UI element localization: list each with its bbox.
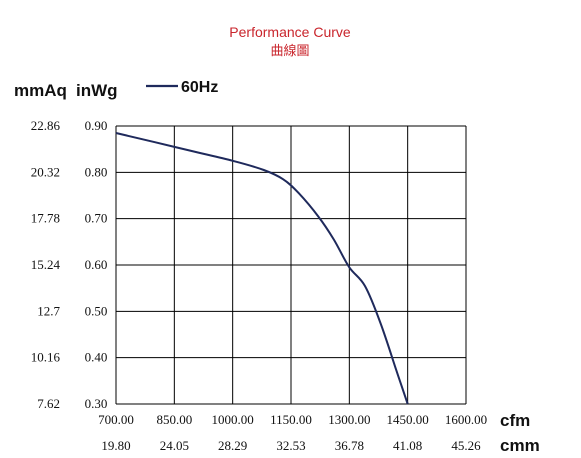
x-tick-label-secondary: 36.78 xyxy=(335,438,364,453)
y-tick-label-secondary: 22.86 xyxy=(31,118,61,133)
y-tick-label: 0.50 xyxy=(85,303,108,318)
x-unit-secondary: cmm xyxy=(500,436,540,455)
series-line-60hz xyxy=(115,132,409,405)
chart-title: Performance Curve xyxy=(229,24,351,40)
y-tick-label-secondary: 7.62 xyxy=(37,396,60,411)
x-unit-primary: cfm xyxy=(500,411,530,430)
grid xyxy=(115,125,467,405)
y-tick-label: 0.30 xyxy=(85,396,108,411)
y-tick-label: 0.70 xyxy=(85,211,108,226)
x-tick-label-secondary: 24.05 xyxy=(160,438,189,453)
y-tick-label-secondary: 17.78 xyxy=(31,211,60,226)
x-tick-label: 850.00 xyxy=(156,412,192,427)
y-tick-label-secondary: 12.7 xyxy=(37,303,60,318)
y-tick-label: 0.90 xyxy=(85,118,108,133)
y-tick-label: 0.40 xyxy=(85,350,108,365)
y-tick-label: 0.60 xyxy=(85,257,108,272)
y-tick-label-secondary: 20.32 xyxy=(31,164,60,179)
x-tick-label-secondary: 41.08 xyxy=(393,438,422,453)
x-tick-label-secondary: 32.53 xyxy=(276,438,305,453)
x-tick-label-secondary: 19.80 xyxy=(101,438,130,453)
x-tick-label: 1300.00 xyxy=(328,412,370,427)
x-tick-label: 1600.00 xyxy=(445,412,487,427)
series xyxy=(115,132,409,405)
y-unit-primary: mmAq xyxy=(14,81,67,100)
x-tick-label-secondary: 45.26 xyxy=(451,438,481,453)
chart-subtitle: 曲線圖 xyxy=(270,43,309,58)
y-unit-secondary: inWg xyxy=(76,81,118,100)
x-tick-label: 1150.00 xyxy=(270,412,312,427)
x-tick-label: 1450.00 xyxy=(387,412,429,427)
x-axis: 700.00 19.80 850.00 24.05 1000.00 28.29 1150.0… xyxy=(98,412,487,453)
x-tick-label: 1000.00 xyxy=(212,412,254,427)
legend-label: 60Hz xyxy=(181,79,218,96)
y-axis: 0.30 7.62 0.40 10.16 0.50 12.7 0.60 15.24 0.70 17… xyxy=(31,118,108,411)
x-tick-label-secondary: 28.29 xyxy=(218,438,247,453)
y-tick-label-secondary: 15.24 xyxy=(31,257,61,272)
y-tick-label-secondary: 10.16 xyxy=(31,350,61,365)
y-tick-label: 0.80 xyxy=(85,164,108,179)
x-tick-label: 700.00 xyxy=(98,412,134,427)
